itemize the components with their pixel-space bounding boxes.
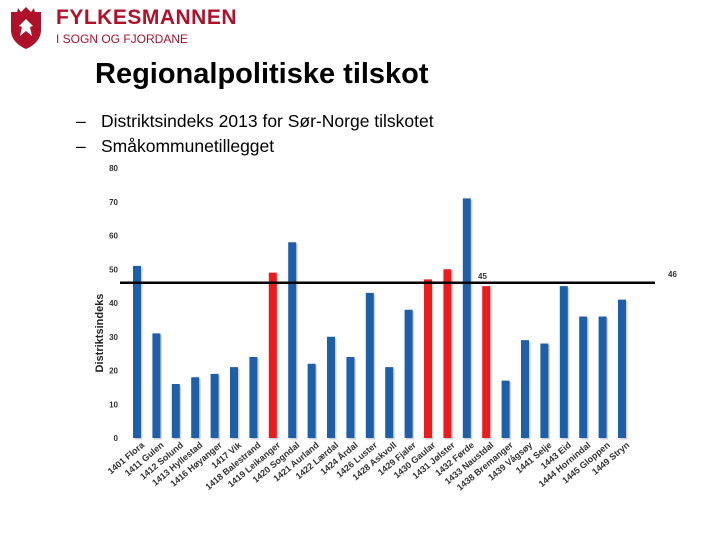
bar: [327, 336, 335, 438]
org-subtitle: I SOGN OG FJORDANE: [56, 32, 189, 46]
bullet-item: – Småkommunetillegget: [76, 136, 274, 157]
bar: [307, 363, 316, 438]
bar: [598, 316, 607, 438]
bar: [579, 316, 588, 438]
slide-title: Regionalpolitiske tilskot: [95, 58, 429, 90]
bullet-dash: –: [76, 136, 86, 156]
y-tick-label: 0: [114, 434, 119, 443]
bar: [230, 367, 238, 438]
y-tick-label: 10: [109, 400, 118, 409]
header-logo: FYLKESMANNEN I SOGN OG FJORDANE: [8, 6, 237, 54]
bar: [152, 333, 161, 438]
bar: [171, 384, 180, 438]
bar: [288, 242, 297, 438]
bar: [424, 279, 432, 438]
bar: [501, 380, 510, 438]
bullet-text: Småkommunetillegget: [101, 136, 275, 156]
bullet-item: – Distriktsindeks 2013 for Sør-Norge tils…: [76, 111, 434, 132]
bar: [559, 286, 568, 438]
bar: [365, 292, 374, 438]
bar: [268, 272, 277, 438]
bar: [249, 357, 258, 438]
bar: [540, 343, 549, 438]
bar: [404, 309, 413, 438]
bullet-text: Distriktsindeks 2013 for Sør-Norge tilsk…: [101, 111, 434, 131]
bar: [618, 299, 626, 438]
bar: [210, 373, 219, 438]
threshold-label-secondary: 45: [478, 272, 487, 281]
threshold-label: 46: [668, 270, 677, 279]
bar: [191, 377, 200, 438]
y-tick-label: 60: [109, 232, 118, 241]
bar: [385, 367, 394, 438]
bar: [133, 265, 141, 438]
bar: [346, 357, 355, 438]
bar: [462, 198, 471, 438]
bullet-dash: –: [76, 111, 86, 131]
bar: [521, 340, 529, 438]
bar: [443, 269, 452, 438]
y-tick-label: 80: [109, 164, 118, 173]
y-tick-label: 50: [109, 265, 118, 274]
y-tick-label: 20: [109, 367, 118, 376]
y-tick-label: 70: [109, 198, 118, 207]
coat-of-arms-icon: [11, 7, 41, 49]
y-tick-label: 30: [109, 333, 118, 342]
y-tick-label: 40: [109, 299, 118, 308]
org-name: FYLKESMANNEN: [56, 6, 238, 29]
bar: [482, 286, 491, 438]
y-axis-label: Distriktsindeks: [94, 294, 106, 373]
